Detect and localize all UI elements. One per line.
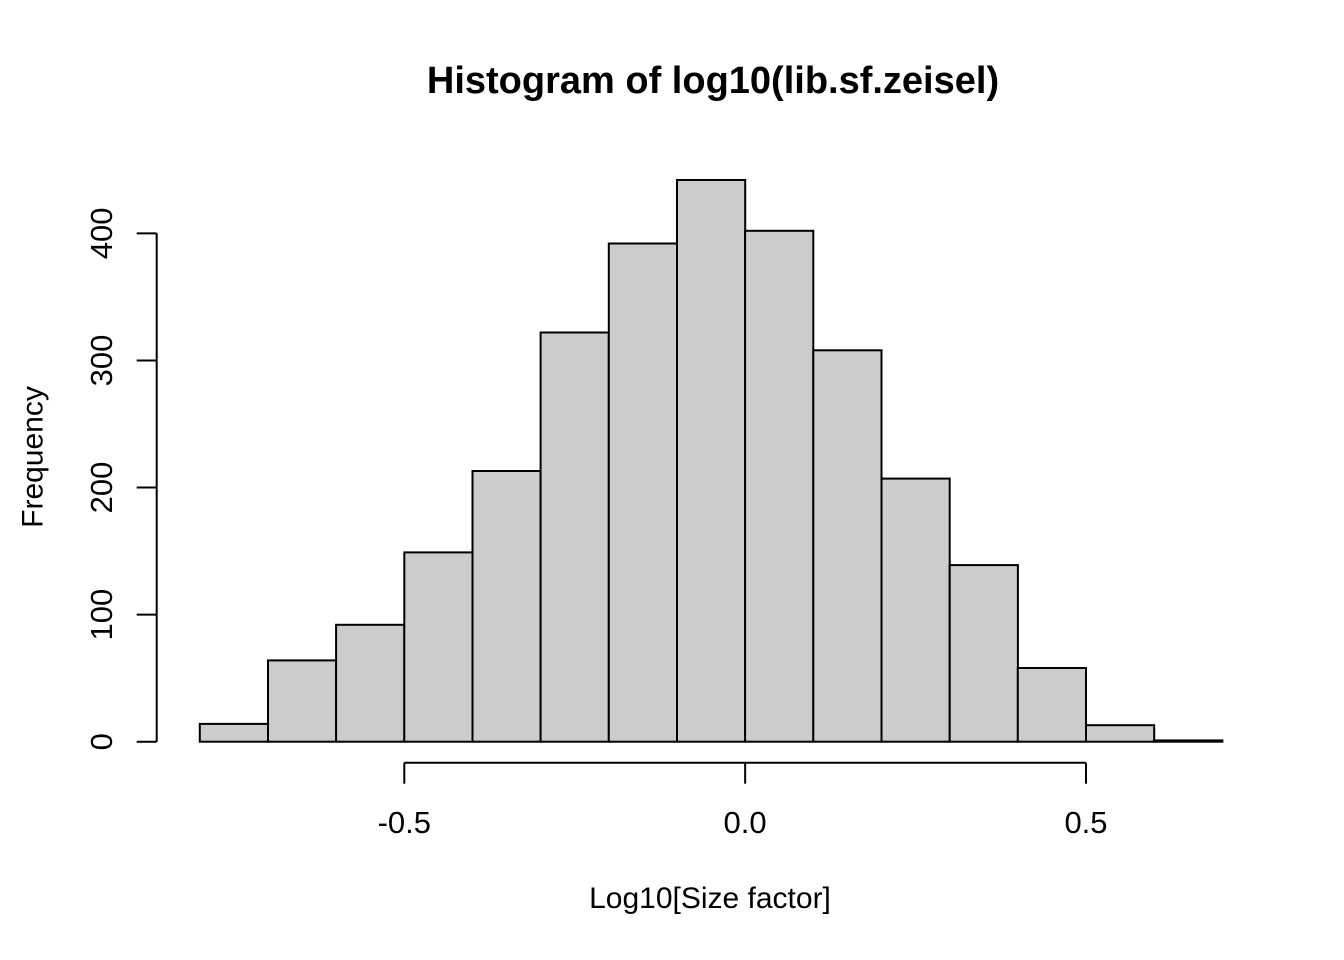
y-axis-label: Frequency <box>17 386 50 528</box>
histogram-bar <box>744 229 815 743</box>
histogram-bar <box>607 242 678 743</box>
histogram-bar <box>539 331 610 743</box>
histogram-bar <box>267 659 338 743</box>
y-tick-label: 0 <box>84 733 119 750</box>
histogram-bar <box>1085 724 1156 743</box>
y-tick-label: 400 <box>84 208 119 260</box>
y-tick-label: 200 <box>84 462 119 514</box>
x-tick-label: -0.5 <box>378 805 431 840</box>
histogram-bar <box>676 179 747 743</box>
x-tick-label: 0.0 <box>724 805 767 840</box>
histogram-bar <box>471 470 542 743</box>
histogram-bar <box>198 722 269 743</box>
axes: 0 100 200 300 400 -0.5 0.0 0.5 <box>84 208 1108 840</box>
histogram-bar <box>1153 739 1224 743</box>
histogram-bar <box>812 349 883 743</box>
y-tick-label: 100 <box>84 589 119 641</box>
histogram-bar <box>335 623 406 743</box>
histogram-bars <box>198 179 1224 743</box>
x-tick-label: 0.5 <box>1064 805 1107 840</box>
x-axis-label: Log10[Size factor] <box>589 882 831 915</box>
histogram-bar <box>1016 667 1087 743</box>
histogram-bar <box>880 477 951 743</box>
y-tick-label: 300 <box>84 335 119 387</box>
histogram-bar <box>948 564 1019 743</box>
chart-title: Histogram of log10(lib.sf.zeisel) <box>427 60 999 102</box>
histogram-bar <box>403 551 474 743</box>
